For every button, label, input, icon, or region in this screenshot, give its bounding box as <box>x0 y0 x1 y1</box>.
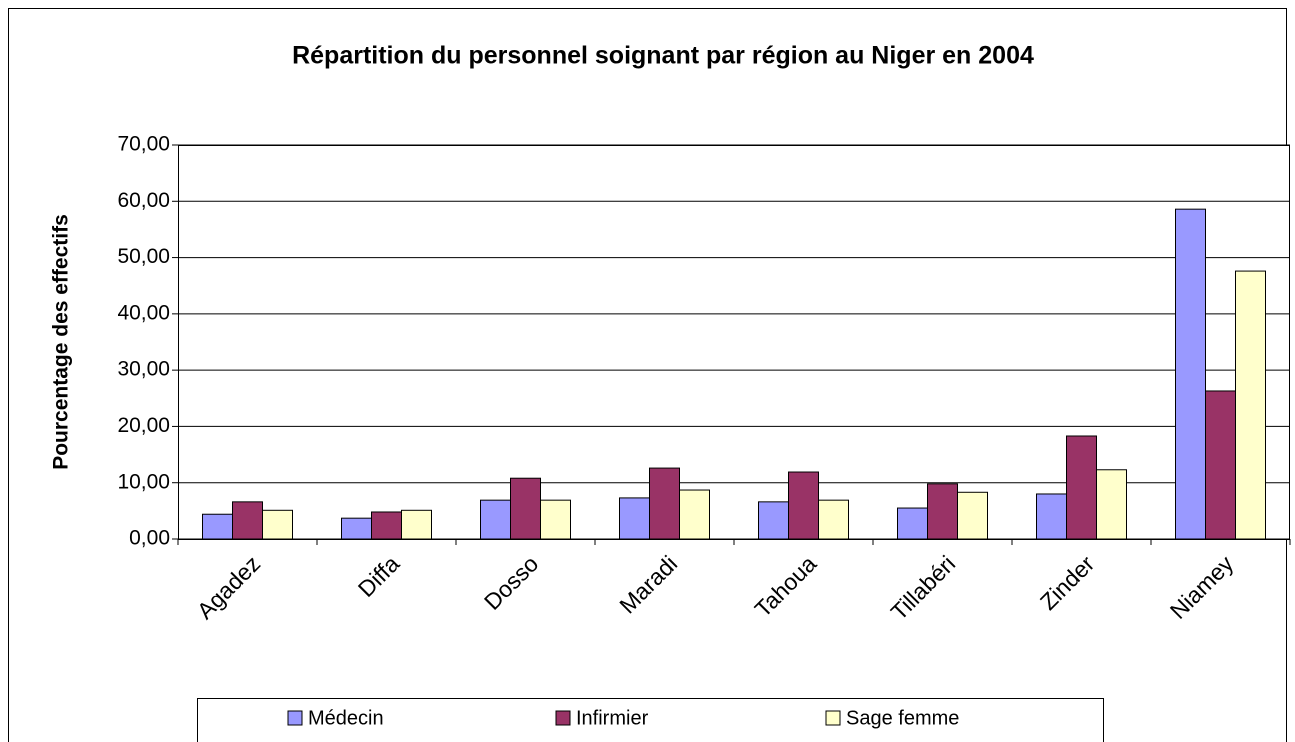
bar <box>232 501 263 540</box>
legend-swatch <box>287 710 303 726</box>
y-tick-label: 50,00 <box>117 245 170 268</box>
legend-label: Sage femme <box>846 707 959 729</box>
bar <box>262 509 293 540</box>
y-tick-label: 70,00 <box>117 133 170 156</box>
bar <box>480 499 511 540</box>
bar <box>1096 469 1127 540</box>
y-tick-label: 0,00 <box>129 527 170 550</box>
legend-swatch <box>555 710 571 726</box>
bar <box>401 509 432 540</box>
y-tick-label: 30,00 <box>117 358 170 381</box>
y-tick-label: 20,00 <box>117 414 170 437</box>
y-tick-label: 60,00 <box>117 189 170 212</box>
bar <box>1235 270 1266 540</box>
bar <box>758 501 789 540</box>
bar <box>202 513 233 540</box>
bar <box>1036 493 1067 540</box>
bar <box>1066 435 1097 540</box>
bar <box>1175 208 1206 540</box>
y-axis-title: Pourcentage des effectifs <box>50 214 73 470</box>
y-tick-label: 40,00 <box>117 301 170 324</box>
bar <box>927 483 958 540</box>
bar <box>540 499 571 540</box>
legend-label: Infirmier <box>576 707 649 729</box>
bar <box>818 499 849 540</box>
bar <box>619 497 650 540</box>
bar <box>510 477 541 540</box>
legend-swatch <box>825 710 841 726</box>
bar <box>649 467 680 540</box>
y-tick-label: 10,00 <box>117 470 170 493</box>
bar <box>897 507 928 540</box>
bar <box>1205 390 1236 540</box>
chart-title: Répartition du personnel soignant par ré… <box>292 42 1034 70</box>
legend-label: Médecin <box>308 707 384 729</box>
bar <box>679 489 710 540</box>
bar <box>957 491 988 540</box>
bar <box>341 517 372 540</box>
bar <box>788 471 819 540</box>
bar <box>371 511 402 540</box>
legend-box <box>197 698 1104 742</box>
